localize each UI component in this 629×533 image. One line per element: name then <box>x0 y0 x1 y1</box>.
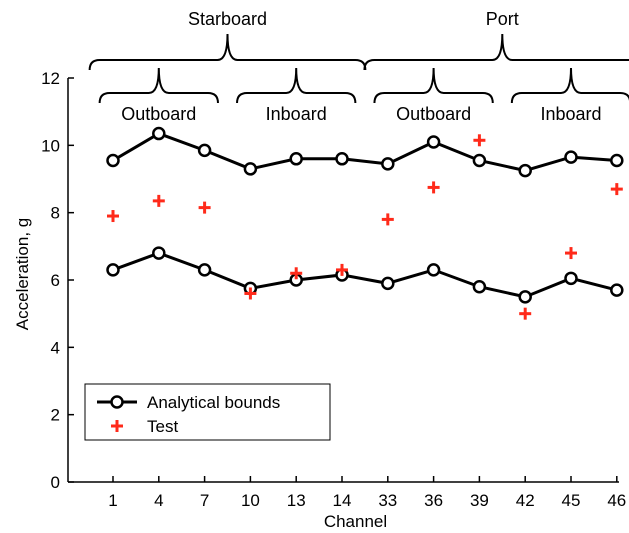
y-tick-label: 4 <box>51 338 60 357</box>
test-point <box>427 181 440 194</box>
test-point <box>565 247 577 260</box>
test-point <box>473 134 486 147</box>
y-tick-label: 12 <box>41 69 60 88</box>
y-tick-label: 0 <box>51 473 60 492</box>
test-point <box>198 201 211 214</box>
bound-point <box>518 163 532 178</box>
legend-label-analytical: Analytical bounds <box>147 393 280 412</box>
bound-point <box>289 152 303 166</box>
bound-point <box>381 276 395 291</box>
outer-group-label: Port <box>486 9 519 29</box>
bound-point <box>518 290 532 304</box>
x-axis-label: Channel <box>324 512 387 531</box>
x-tick-label: 7 <box>200 491 209 510</box>
bound-point <box>426 263 441 277</box>
x-tick-label: 13 <box>287 491 306 510</box>
inner-group-label: Inboard <box>540 104 601 124</box>
legend-label-test: Test <box>147 417 178 436</box>
bound-point <box>610 283 624 297</box>
x-tick-label: 1 <box>108 491 117 510</box>
y-tick-label: 8 <box>51 204 60 223</box>
y-tick-label: 2 <box>51 406 60 425</box>
x-tick-label: 45 <box>562 491 581 510</box>
y-axis-label: Acceleration, g <box>13 218 32 330</box>
test-point <box>519 307 532 320</box>
test-point <box>381 213 394 226</box>
test-point <box>244 287 257 300</box>
x-tick-label: 10 <box>241 491 260 510</box>
outer-group-bracket <box>88 33 367 71</box>
test-point <box>107 210 119 223</box>
x-tick-label: 14 <box>333 491 352 510</box>
bound-point <box>197 143 212 158</box>
x-tick-label: 33 <box>378 491 397 510</box>
inner-group-label: Inboard <box>266 104 327 124</box>
bound-point <box>564 150 578 164</box>
legend-circle-swatch <box>110 395 124 409</box>
bound-point <box>472 279 487 294</box>
y-tick-label: 10 <box>41 136 60 155</box>
bound-point <box>610 153 624 168</box>
outer-group-bracket <box>363 33 629 71</box>
test-point <box>152 194 165 207</box>
bound-point <box>564 271 578 286</box>
x-tick-label: 42 <box>516 491 535 510</box>
test-point <box>336 263 348 276</box>
y-tick-label: 6 <box>51 271 60 290</box>
x-tick-label: 4 <box>154 491 163 510</box>
x-tick-label: 46 <box>607 491 626 510</box>
x-tick-label: 39 <box>470 491 489 510</box>
bound-point <box>152 126 166 141</box>
inner-group-bracket <box>373 67 494 104</box>
legend-box <box>84 383 331 441</box>
bound-point <box>426 135 441 149</box>
inner-group-bracket <box>98 67 219 104</box>
inner-group-bracket <box>510 67 629 104</box>
test-point <box>290 267 303 280</box>
bound-point <box>106 263 120 277</box>
bound-point <box>243 162 258 176</box>
bound-point <box>106 153 120 168</box>
bound-line-lower <box>112 251 618 299</box>
x-tick-label: 36 <box>424 491 443 510</box>
bound-point <box>152 246 166 260</box>
inner-group-bracket <box>236 67 357 104</box>
bound-point <box>197 263 212 277</box>
inner-group-label: Outboard <box>121 104 196 124</box>
bound-point <box>472 153 487 168</box>
inner-group-label: Outboard <box>396 104 471 124</box>
test-point <box>610 183 623 196</box>
bound-point <box>335 152 349 166</box>
bound-line-upper <box>112 131 617 173</box>
bound-point <box>381 157 395 171</box>
outer-group-label: Starboard <box>188 9 267 29</box>
